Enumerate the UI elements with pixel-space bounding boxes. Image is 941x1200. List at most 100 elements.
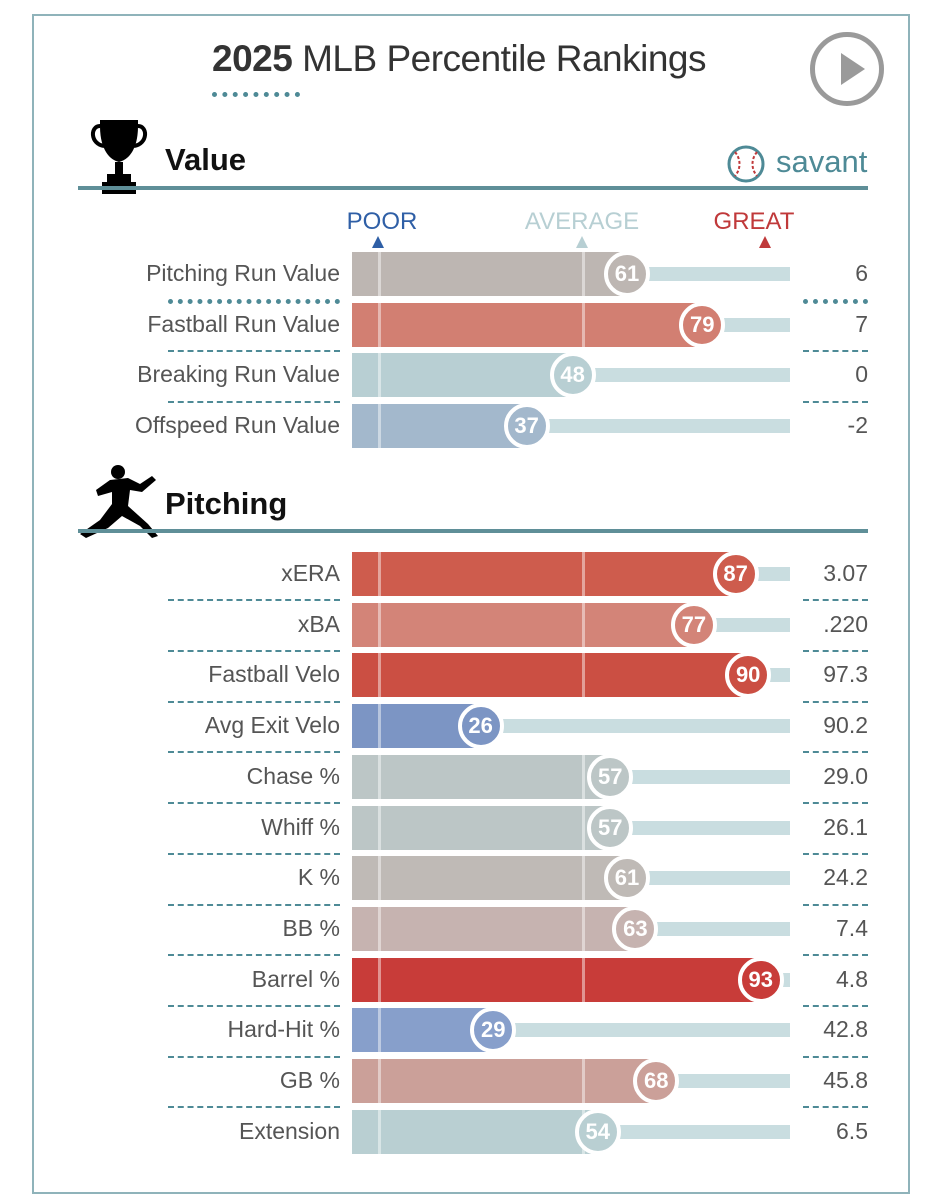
metric-value: 42.8 bbox=[823, 1016, 868, 1043]
metric-label: Offspeed Run Value bbox=[134, 412, 340, 439]
page-title: 2025 MLB Percentile Rankings bbox=[212, 38, 707, 79]
metric-value: 7 bbox=[855, 310, 868, 337]
percentile-track: 61 bbox=[352, 855, 790, 902]
percentile-badge: 57 bbox=[587, 804, 634, 851]
percentile-badge: 57 bbox=[587, 753, 634, 800]
metric-label: K % bbox=[297, 864, 340, 891]
metric-label: BB % bbox=[282, 914, 340, 941]
gridline bbox=[378, 957, 381, 1002]
gridline bbox=[582, 653, 585, 698]
percentile-badge: 68 bbox=[633, 1058, 680, 1104]
percentile-badge: 61 bbox=[603, 251, 650, 297]
percentile-badge: 26 bbox=[457, 703, 504, 750]
value-section-title: Value bbox=[165, 142, 246, 177]
gridline bbox=[378, 906, 381, 951]
percentile-track: 57 bbox=[352, 804, 790, 851]
row-divider bbox=[168, 751, 340, 754]
metric-value: 6 bbox=[855, 260, 868, 286]
metric-value: 0 bbox=[855, 361, 868, 388]
percentile-bar bbox=[352, 957, 761, 1002]
percentile-track: 77 bbox=[352, 601, 790, 648]
row-divider bbox=[803, 700, 868, 703]
metric-value: 97.3 bbox=[823, 661, 868, 688]
percentile-bar bbox=[352, 1109, 598, 1154]
metric-label: Extension bbox=[238, 1117, 340, 1144]
gridline bbox=[378, 856, 381, 901]
percentile-badge: 63 bbox=[612, 905, 659, 952]
great-arrow-icon bbox=[759, 236, 771, 248]
row-divider bbox=[803, 400, 868, 403]
gridline bbox=[378, 1109, 381, 1154]
row-divider bbox=[168, 700, 340, 703]
metric-label: Hard-Hit % bbox=[227, 1016, 340, 1043]
percentile-badge: 79 bbox=[679, 301, 726, 348]
row-divider bbox=[803, 852, 868, 855]
row-divider bbox=[803, 903, 868, 906]
metric-value: 24.2 bbox=[823, 864, 868, 891]
metric-value: 26.1 bbox=[823, 813, 868, 840]
percentile-bar bbox=[352, 252, 627, 296]
row-divider bbox=[803, 350, 868, 353]
poor-arrow-icon bbox=[372, 236, 384, 248]
gridline bbox=[582, 754, 585, 799]
percentile-bar bbox=[352, 552, 736, 596]
gridline bbox=[378, 602, 381, 647]
metric-label: Avg Exit Velo bbox=[204, 712, 340, 739]
percentile-track: 29 bbox=[352, 1007, 790, 1054]
row-divider bbox=[168, 350, 340, 353]
percentile-track: 61 bbox=[352, 251, 790, 297]
scale-great-label: GREAT bbox=[713, 208, 795, 235]
title-underline bbox=[212, 92, 300, 97]
gridline bbox=[378, 704, 381, 749]
row-divider bbox=[168, 954, 340, 957]
metric-label: Barrel % bbox=[251, 965, 340, 992]
percentile-badge: 93 bbox=[737, 956, 784, 1003]
metric-value: 90.2 bbox=[823, 712, 868, 739]
row-divider bbox=[803, 1055, 868, 1058]
metric-label: Breaking Run Value bbox=[137, 361, 340, 388]
metric-label: xBA bbox=[297, 610, 340, 637]
metric-value: 29.0 bbox=[823, 762, 868, 789]
percentile-badge: 90 bbox=[725, 652, 772, 699]
metric-value: .220 bbox=[823, 610, 868, 637]
row-divider bbox=[803, 1004, 868, 1007]
value-section-rule bbox=[78, 186, 868, 190]
gridline bbox=[378, 1059, 381, 1103]
percentile-badge: 77 bbox=[670, 601, 717, 648]
percentile-badge: 48 bbox=[549, 352, 596, 399]
metric-value: 7.4 bbox=[836, 914, 868, 941]
gridline bbox=[582, 1059, 585, 1103]
row-divider bbox=[168, 599, 340, 602]
percentile-bar bbox=[352, 602, 694, 647]
percentile-bar bbox=[352, 302, 703, 347]
gridline bbox=[582, 602, 585, 647]
gridline bbox=[378, 404, 381, 449]
gridline bbox=[378, 302, 381, 347]
gridline bbox=[378, 754, 381, 799]
gridline bbox=[378, 653, 381, 698]
percentile-badge: 61 bbox=[603, 855, 650, 902]
percentile-bar bbox=[352, 653, 749, 698]
gridline bbox=[582, 252, 585, 296]
metric-label: GB % bbox=[279, 1067, 340, 1093]
gridline bbox=[378, 805, 381, 850]
percentile-track: 79 bbox=[352, 301, 790, 348]
percentile-track: 54 bbox=[352, 1108, 790, 1155]
row-divider bbox=[803, 1106, 868, 1109]
percentile-track: 68 bbox=[352, 1058, 790, 1104]
row-divider bbox=[168, 299, 340, 305]
gridline bbox=[582, 906, 585, 951]
gridline bbox=[582, 856, 585, 901]
percentile-bar bbox=[352, 1008, 494, 1053]
play-icon[interactable] bbox=[810, 32, 884, 106]
percentile-bar bbox=[352, 353, 573, 398]
gridline bbox=[582, 302, 585, 347]
metric-value: 45.8 bbox=[823, 1067, 868, 1093]
gridline bbox=[378, 552, 381, 596]
percentile-badge: 29 bbox=[470, 1007, 517, 1054]
row-divider bbox=[168, 1106, 340, 1109]
percentile-track: 26 bbox=[352, 703, 790, 750]
percentile-bar bbox=[352, 856, 627, 901]
percentile-track: 48 bbox=[352, 352, 790, 399]
gridline bbox=[582, 957, 585, 1002]
